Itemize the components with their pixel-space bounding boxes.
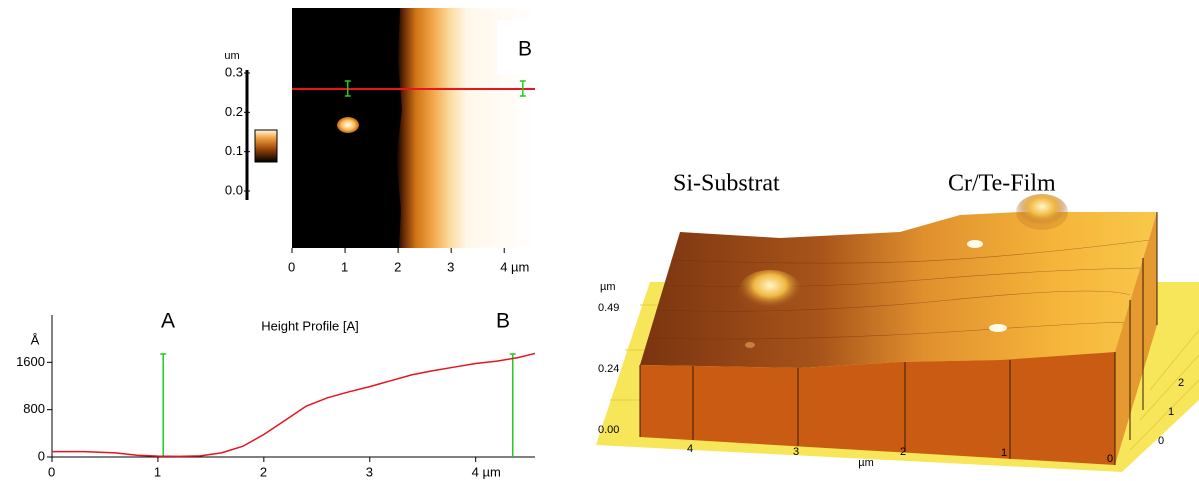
z-axis-unit: µm [600,281,616,293]
y-tick-label: 0 [1158,435,1164,447]
x-tick-label: 4 [687,443,693,455]
x-tick-label: 4 µm [500,259,529,274]
y-tick-label: 1 [1168,406,1174,418]
colorbar-tick-label: 0.0 [225,182,243,197]
x-tick-label: 0 [1107,453,1113,465]
surface-top [640,212,1157,368]
x-tick-label: 2 [900,446,906,458]
x-tick-label: 3 [366,464,373,479]
surface-dot [967,240,983,248]
z-tick-label: 0.00 [598,424,619,436]
y-axis-label: Å [31,332,40,347]
colorbar-tick-label: 0.1 [225,143,243,158]
afm-label-a: A [328,38,342,61]
render-3d: Si-Substrat Cr/Te-Film µm 0.49 0.24 0.00… [596,171,1199,472]
afm-panel: A B A um [224,8,535,248]
x-tick-label: 0 [48,464,55,479]
surface-dot [745,342,755,348]
profile-line [52,352,536,458]
y-tick-label: 1600 [16,354,45,369]
section-marker: A [293,76,301,88]
surface-bump [738,270,802,314]
x-tick-label: 0 [288,259,295,274]
y-tick-label: 0 [38,448,45,463]
colorbar-tick-label: 0.3 [225,64,243,79]
surface-bump [1016,194,1068,230]
colorbar-tick-label: 0.2 [225,104,243,119]
z-tick-label: 0.49 [598,302,619,314]
x-tick-label: 1 [1001,447,1007,459]
cursor-line [160,353,167,457]
surface-dot [989,324,1007,332]
profile-label-b: B [496,310,510,333]
profile-label-a: A [161,310,175,333]
chart-title: Height Profile [A] [261,318,359,333]
colorbar-label: um [224,50,239,62]
z-tick-label: 0.24 [598,363,619,375]
cursor-marker [519,80,526,97]
x-tick-label: 1 [341,259,348,274]
x-tick-label: 2 [394,259,401,274]
block-side [1115,212,1157,465]
x-tick-label: 4 µm [472,464,501,479]
afm-label-bg [497,20,535,75]
x-tick-label: 2 [260,464,267,479]
profile-panel: Height Profile [A] Å A B [31,310,510,348]
y-tick-label: 2 [1178,377,1184,389]
x-axis-unit: µm [858,457,874,469]
region-label: Si-Substrat [673,171,780,197]
block-front [640,352,1115,465]
afm-label-b: B [518,38,532,61]
x-tick-label: 3 [447,259,454,274]
afm-particle [337,117,359,133]
x-tick-label: 1 [154,464,161,479]
cursor-marker [344,80,351,97]
cursor-line [509,353,516,457]
y-tick-label: 800 [23,401,45,416]
colorbar [254,129,278,163]
region-label: Cr/Te-Film [948,171,1056,197]
block-grid [639,212,1158,465]
x-tick-label: 3 [793,446,799,458]
